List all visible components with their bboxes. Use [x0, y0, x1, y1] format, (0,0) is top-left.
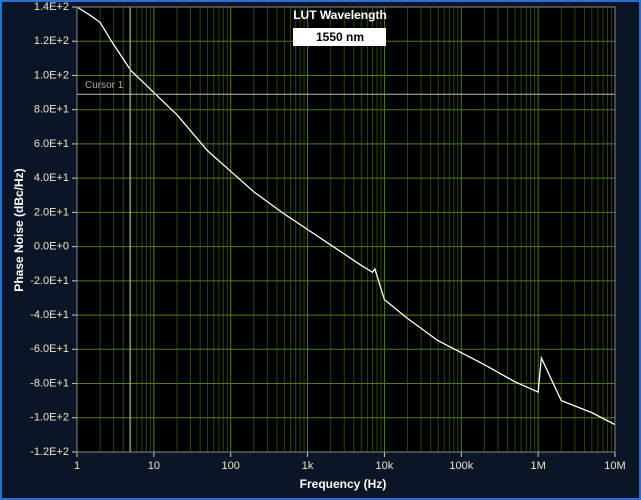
y-tick-label: 0.0E+0: [34, 241, 69, 253]
y-tick-label: 8.0E+1: [34, 104, 69, 116]
y-tick-label: 1.0E+2: [34, 69, 69, 81]
y-tick-label: -1.0E+2: [30, 412, 69, 424]
x-axis-title: Frequency (Hz): [300, 477, 387, 491]
subtitle-box: [293, 28, 386, 46]
chart-title: LUT Wavelength: [293, 8, 387, 22]
y-tick-label: -6.0E+1: [30, 343, 69, 355]
x-tick-label: 100k: [449, 460, 473, 472]
x-tick-label: 1: [74, 460, 80, 472]
y-tick-label: 1.4E+2: [34, 1, 69, 13]
y-tick-label: -4.0E+1: [30, 309, 69, 321]
data-line: [76, 6, 616, 426]
y-tick-label: 1.2E+2: [34, 35, 69, 47]
y-tick-label: 6.0E+1: [34, 138, 69, 150]
y-tick-label: -2.0E+1: [30, 275, 69, 287]
x-tick-label: 10: [148, 460, 160, 472]
cursor-label: Cursor 1: [85, 80, 124, 91]
y-tick-label: -1.2E+2: [30, 446, 69, 458]
plot-area: [77, 7, 615, 452]
chart-subtitle: 1550 nm: [316, 30, 364, 44]
plot-border: [76, 6, 616, 453]
y-tick-label: 2.0E+1: [34, 206, 69, 218]
y-axis-title: Phase Noise (dBc/Hz): [12, 168, 26, 291]
y-tick-label: 4.0E+1: [34, 172, 69, 184]
x-tick-label: 10k: [376, 460, 394, 472]
x-tick-label: 10M: [604, 460, 625, 472]
x-tick-label: 100: [222, 460, 240, 472]
x-tick-label: 1k: [302, 460, 314, 472]
y-tick-label: -8.0E+1: [30, 377, 69, 389]
x-tick-label: 1M: [531, 460, 546, 472]
